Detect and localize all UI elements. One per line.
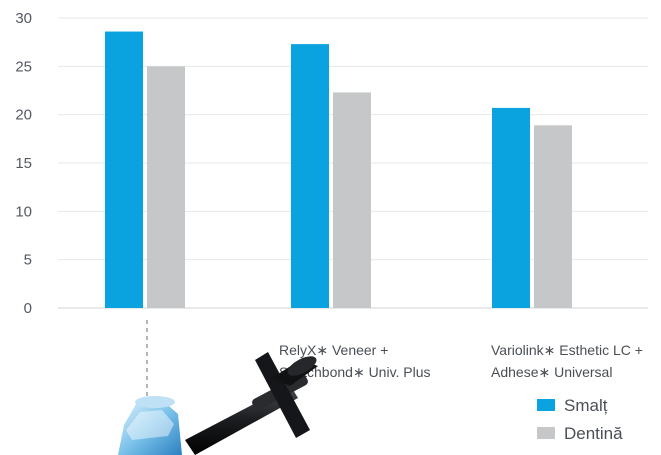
y-tick-label: 15	[15, 155, 32, 172]
legend-label: Dentină	[564, 424, 623, 443]
legend-label: Smalț	[564, 396, 608, 415]
bar-dentina-1	[333, 92, 371, 308]
bar-smalt-1	[291, 44, 329, 308]
y-tick-label: 20	[15, 107, 32, 124]
y-tick-label: 0	[24, 300, 32, 317]
legend-swatch	[537, 399, 555, 411]
category-label: Adhese∗ Universal	[491, 364, 612, 380]
bar-dentina-0	[147, 66, 185, 308]
category-label: Variolink∗ Esthetic LC +	[491, 342, 643, 358]
legend-swatch	[537, 427, 555, 439]
bar-smalt-2	[492, 107, 530, 309]
y-tick-label: 5	[24, 252, 32, 269]
y-tick-label: 30	[15, 10, 32, 27]
x-axis-labels: RelyX∗ Veneer + Scotchbond∗ Univ. Plus Var…	[279, 342, 643, 380]
bars	[105, 31, 572, 309]
y-axis: 0 5 10 15 20 25 30	[15, 10, 32, 317]
bar-smalt-0	[105, 31, 143, 309]
legend: Smalț Dentină	[537, 396, 623, 443]
y-tick-label: 10	[15, 203, 32, 220]
category-label: Scotchbond∗ Univ. Plus	[279, 364, 431, 380]
adhesive-syringe-icon	[118, 352, 318, 455]
category-label: RelyX∗ Veneer +	[279, 342, 388, 358]
bar-dentina-2	[534, 125, 572, 308]
y-tick-label: 25	[15, 58, 32, 75]
